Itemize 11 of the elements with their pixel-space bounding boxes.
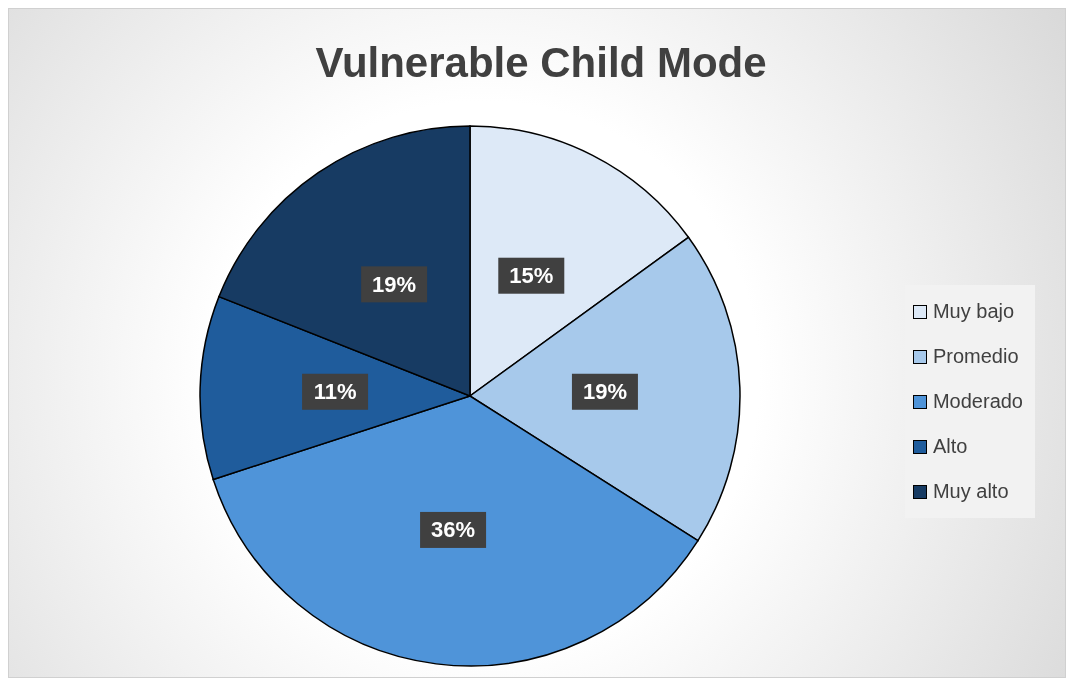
- legend-label: Muy bajo: [932, 300, 1015, 323]
- data-label: 11%: [313, 379, 357, 405]
- data-label: 19%: [372, 271, 417, 297]
- legend-label: Muy alto: [932, 480, 1009, 503]
- data-label: 15%: [509, 263, 554, 289]
- legend-label: Moderado: [932, 390, 1023, 413]
- data-label: 36%: [431, 517, 476, 543]
- legend-label: Alto: [932, 435, 968, 458]
- data-label: 19%: [582, 379, 627, 405]
- legend-label: Promedio: [932, 345, 1019, 368]
- chart-title: Vulnerable Child Mode: [314, 39, 768, 87]
